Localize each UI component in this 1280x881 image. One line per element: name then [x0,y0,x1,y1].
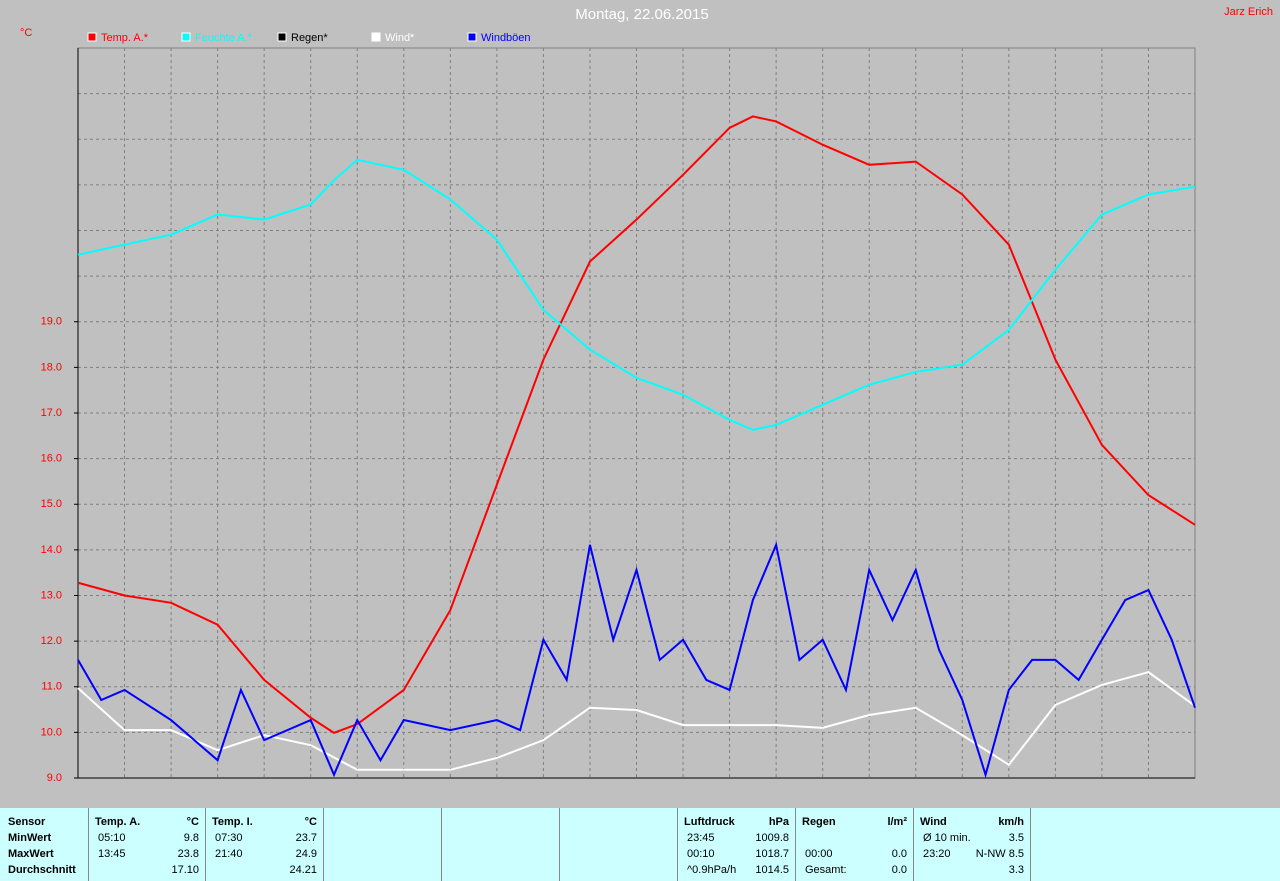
y-tick-label: 18.0 [41,361,62,373]
y-tick-label: 11.0 [41,681,62,693]
divider [913,808,914,881]
table-cell: 05:10 [98,832,126,844]
legend-swatch [277,32,287,42]
table-cell: MinWert [8,832,52,844]
table-cell: 1009.8 [755,832,789,844]
legend-label: Feuchte A.* [195,32,253,44]
table-cell: Regen [802,816,836,828]
y-tick-label: 15.0 [41,498,62,510]
table-cell: km/h [998,816,1024,828]
table-cell: 23:20 [923,848,951,860]
table-cell: 0.0 [891,864,907,876]
table-cell: 07:30 [215,832,243,844]
table-cell: Wind [920,816,947,828]
table-cell: 1018.7 [755,848,789,860]
divider [795,808,796,881]
table-cell: 23:45 [687,832,715,844]
table-cell: 9.8 [183,832,199,844]
y-tick-label: 9.0 [47,772,62,784]
table-cell: ^0.9hPa/h [687,864,737,876]
legend-label: Windböen [481,32,531,44]
table-cell: °C [186,816,199,828]
table-cell: 3.3 [1008,864,1024,876]
table-cell: 00:00 [805,848,833,860]
divider [677,808,678,881]
divider [205,808,206,881]
legend-label: Wind* [385,32,415,44]
table-cell: Luftdruck [684,816,735,828]
table-cell: 21:40 [215,848,243,860]
y-tick-label: 16.0 [41,453,62,465]
table-cell: Temp. I. [212,816,253,828]
author: Jarz Erich [1224,6,1273,18]
table-cell: °C [304,816,317,828]
table-cell: 00:10 [687,848,715,860]
table-cell: 3.5 [1008,832,1024,844]
data-line [77,158,1196,431]
divider [1030,808,1031,881]
legend-swatch [371,32,381,42]
table-cell: Ø 10 min. [923,832,971,844]
chart-title: Montag, 22.06.2015 [575,6,708,23]
divider [441,808,442,881]
data-line [77,541,1196,779]
table-cell: 24.9 [295,848,317,860]
table-cell: l/m² [887,816,907,828]
table-cell: 24.21 [289,864,317,876]
table-cell: MaxWert [8,848,54,860]
y-axis-label: °C [20,27,32,39]
divider [88,808,89,881]
y-tick-label: 13.0 [41,589,62,601]
table-cell: Sensor [8,816,46,828]
legend-label: Temp. A.* [101,32,149,44]
y-tick-label: 14.0 [41,544,62,556]
y-tick-label: 17.0 [41,407,62,419]
divider [323,808,324,881]
legend-swatch [87,32,97,42]
legend-swatch [181,32,191,42]
table-cell: 0.0 [891,848,907,860]
y-tick-label: 12.0 [41,635,62,647]
table-cell: N-NW 8.5 [975,848,1024,860]
y-tick-label: 19.0 [41,316,62,328]
data-line [77,115,1196,734]
table-cell: 23.7 [295,832,317,844]
legend-label: Regen* [291,32,328,44]
table-cell: Durchschnitt [8,864,76,876]
table-cell: hPa [768,816,789,828]
table-cell: Temp. A. [95,816,141,828]
table-cell: 1014.5 [755,864,789,876]
table-cell: 13:45 [98,848,126,860]
data-line [77,671,1196,771]
table-cell: 23.8 [177,848,199,860]
table-cell: Gesamt: [805,864,847,876]
table-cell: 17.10 [171,864,199,876]
y-tick-label: 10.0 [41,726,62,738]
legend-swatch [467,32,477,42]
divider [559,808,560,881]
chart: Montag, 22.06.2015 Jarz Erich °C 9.0 10.0… [20,6,1273,784]
summary-table: Sensor MinWert MaxWert Durchschnitt Temp. A.… [0,808,1280,881]
